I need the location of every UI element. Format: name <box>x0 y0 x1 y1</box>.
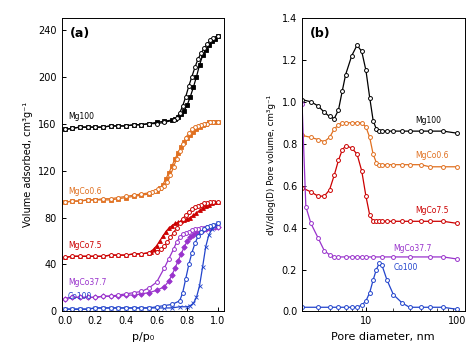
Text: MgCo7.5: MgCo7.5 <box>68 241 101 250</box>
Text: Co100: Co100 <box>68 292 92 301</box>
Text: MgCo37.7: MgCo37.7 <box>393 244 432 253</box>
Y-axis label: Volume adsorbed, cm³g⁻¹: Volume adsorbed, cm³g⁻¹ <box>23 102 33 227</box>
Text: MgCo0.6: MgCo0.6 <box>416 151 449 160</box>
Text: Mg100: Mg100 <box>416 116 442 125</box>
Text: MgCo0.6: MgCo0.6 <box>68 187 101 197</box>
Y-axis label: dV/dlog(D) Pore volume, cm³g⁻¹: dV/dlog(D) Pore volume, cm³g⁻¹ <box>267 95 276 235</box>
Text: (a): (a) <box>70 27 90 40</box>
Text: MgCo37.7: MgCo37.7 <box>68 278 106 287</box>
Text: MgCo7.5: MgCo7.5 <box>416 206 449 215</box>
X-axis label: Pore diameter, nm: Pore diameter, nm <box>331 332 435 342</box>
Text: Mg100: Mg100 <box>68 112 94 121</box>
X-axis label: p/p₀: p/p₀ <box>132 332 154 342</box>
Text: (b): (b) <box>310 27 331 40</box>
Text: Co100: Co100 <box>393 263 418 272</box>
